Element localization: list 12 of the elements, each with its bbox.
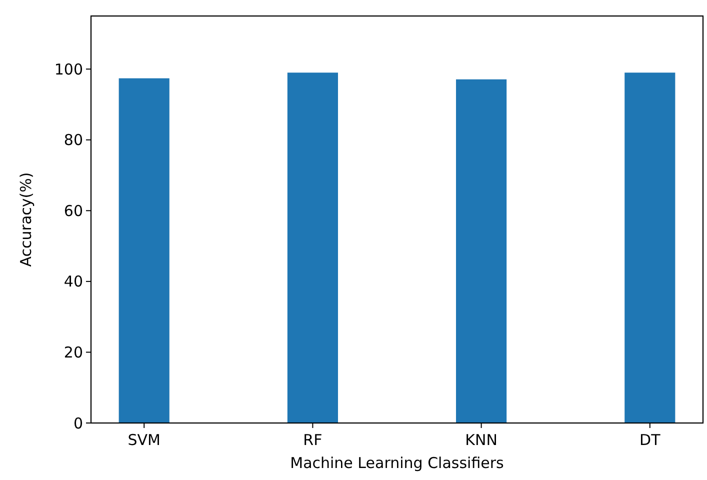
y-tick-label: 100 [54, 60, 83, 78]
y-tick-label: 60 [64, 202, 83, 220]
x-tick-label: DT [640, 431, 662, 449]
x-tick-label: RF [303, 431, 322, 449]
y-tick-label: 20 [64, 343, 83, 362]
y-tick-label: 0 [73, 414, 83, 432]
y-tick-label: 40 [64, 272, 83, 291]
y-axis-title: Accuracy(%) [17, 172, 35, 267]
x-tick-label: SVM [128, 431, 160, 449]
y-tick-label: 80 [64, 131, 83, 150]
x-axis-title: Machine Learning Classifiers [290, 454, 504, 472]
x-tick-label: KNN [465, 431, 498, 449]
